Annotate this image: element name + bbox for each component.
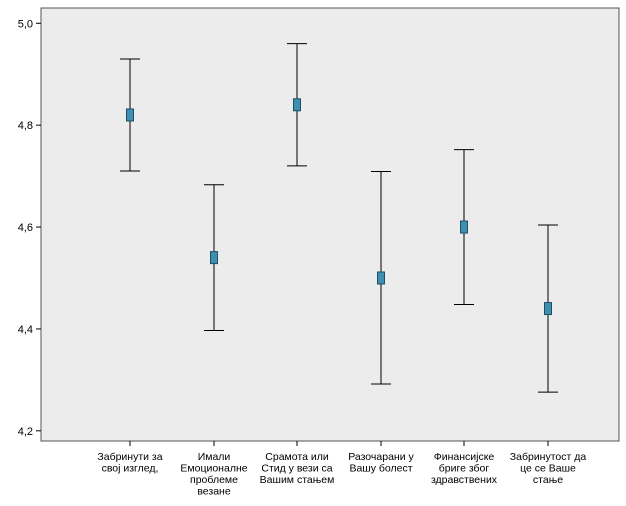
mean-marker	[460, 220, 468, 234]
x-tick-label-line: Стид у вези са	[261, 463, 332, 475]
x-tick-label-line: везане	[197, 486, 231, 498]
data-marks	[120, 43, 558, 393]
x-tick-label: Разочарани у Вашу болест	[348, 451, 414, 475]
y-axis: 4,2 4,4 4,6 4,8 5,0	[18, 18, 41, 438]
mean-marker	[126, 108, 134, 122]
plot-area	[40, 7, 620, 442]
x-tick-label-line: Забринути за	[97, 451, 162, 463]
y-tick-label: 5,0	[18, 18, 33, 30]
x-tick-label: Финансијске бриге због здравствених	[431, 451, 498, 486]
x-tick-label-line: Забринутост да	[510, 451, 587, 463]
x-tick-label: Имали Емоционалне проблеме везане	[180, 451, 247, 498]
x-tick-label-line: Емоционалне	[180, 463, 247, 475]
x-tick-label-line: стање	[533, 474, 563, 486]
mean-marker	[210, 251, 218, 265]
x-tick-label-line: Срамота или	[265, 451, 329, 463]
x-tick-label-line: Имали	[198, 451, 231, 463]
x-tick-label-line: свој изглед,	[102, 463, 159, 475]
y-tick-label: 4,6	[18, 222, 33, 234]
mean-marker	[377, 271, 385, 285]
x-tick-label-line: Финансијске	[434, 451, 495, 463]
x-tick-label-line: проблеме	[190, 474, 238, 486]
y-tick-label: 4,8	[18, 120, 33, 132]
x-tick-label: Забринути за свој изглед,	[97, 451, 162, 475]
x-tick-label-line: це се Ваше	[520, 463, 576, 475]
x-tick-label-line: Вашу болест	[349, 463, 412, 475]
x-tick-label-line: бриге због	[439, 463, 490, 475]
x-tick-label-line: Вашим стањем	[260, 474, 335, 486]
mean-marker	[544, 302, 552, 316]
y-tick-label: 4,4	[18, 324, 33, 336]
x-tick-label-line: здравствених	[431, 474, 498, 486]
x-tick-label-line: Разочарани у	[348, 451, 414, 463]
mean-marker	[293, 98, 301, 112]
x-tick-label: Срамота или Стид у вези са Вашим стањем	[260, 451, 335, 486]
x-tick-label: Забринутост да це се Ваше стање	[510, 451, 587, 486]
y-tick-label: 4,2	[18, 426, 33, 438]
x-axis: Забринути за свој изглед, Имали Емоционалне…	[97, 441, 586, 498]
